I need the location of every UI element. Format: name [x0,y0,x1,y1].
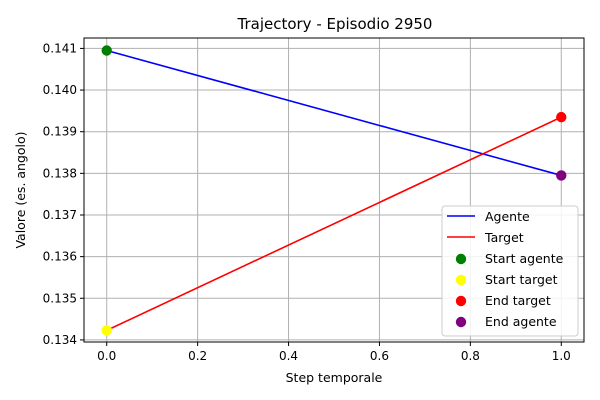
y-axis-label: Valore (es. angolo) [13,131,28,248]
legend-swatch-end-agente [455,316,467,328]
marker-start-target [101,325,112,336]
legend: Agente Target Start agente Start target End … [441,205,579,337]
marker-layer [101,45,567,336]
x-tick-label: 0.8 [461,349,480,363]
legend-label-end-target: End target [485,293,551,308]
series-layer [106,49,562,332]
plot-frame [83,37,585,343]
marker-start-agente [101,45,112,56]
legend-swatch-end-target [455,295,467,307]
x-tick-label: 0.6 [370,349,389,363]
y-axis: 0.134 0.135 0.136 0.137 0.138 0.139 0.140 0.141 [43,41,84,347]
y-tick-label: 0.137 [43,208,77,222]
y-tick-label: 0.136 [43,250,77,264]
x-tick-label: 1.0 [552,349,571,363]
x-tick-label: 0.4 [279,349,298,363]
y-tick-label: 0.139 [43,125,77,139]
series-line-target [106,116,562,332]
legend-label-end-agente: End agente [485,314,557,329]
chart-title: Trajectory - Episodio 2950 [237,15,433,33]
marker-end-agente [556,170,567,181]
legend-swatch-start-agente [455,253,467,265]
series-line-agente [106,49,562,177]
x-tick-label: 0.0 [97,349,116,363]
legend-swatch-start-target [455,274,467,286]
x-tick-label: 0.2 [188,349,207,363]
x-axis-label: Step temporale [286,370,383,385]
legend-label-start-target: Start target [485,272,558,287]
marker-end-target [556,111,567,123]
x-axis: 0.0 0.2 0.4 0.6 0.8 1.0 [97,342,571,363]
legend-label-agente: Agente [485,209,530,224]
y-tick-label: 0.140 [43,83,77,97]
legend-box [441,205,579,337]
y-tick-label: 0.141 [43,41,77,55]
y-tick-label: 0.138 [43,166,77,180]
legend-label-start-agente: Start agente [485,251,564,266]
y-tick-label: 0.134 [43,333,77,347]
y-tick-label: 0.135 [43,291,77,305]
legend-label-target: Target [484,230,524,245]
